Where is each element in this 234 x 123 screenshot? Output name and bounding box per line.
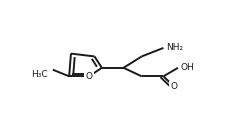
Text: H₃C: H₃C	[31, 70, 48, 79]
Text: O: O	[171, 82, 178, 91]
Text: NH₂: NH₂	[166, 43, 183, 52]
Text: O: O	[86, 72, 93, 81]
Text: OH: OH	[181, 63, 194, 72]
